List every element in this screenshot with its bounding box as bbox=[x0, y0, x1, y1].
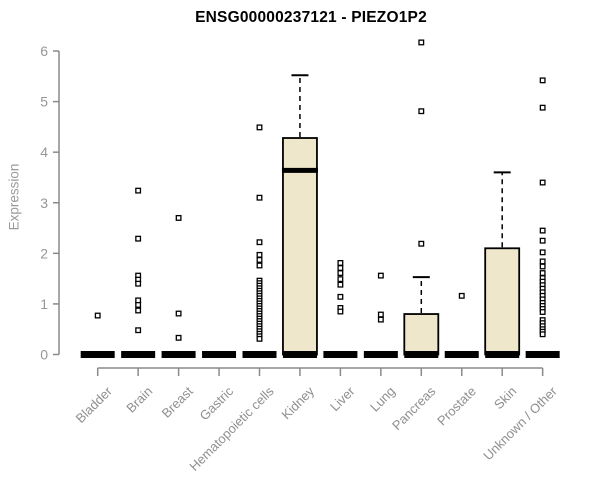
outlier-point bbox=[256, 124, 263, 131]
zero-bar bbox=[363, 351, 398, 358]
x-tick-label-skin: Skin bbox=[491, 384, 519, 412]
x-tick-label-liver: Liver bbox=[327, 383, 358, 414]
zero-bar bbox=[202, 351, 237, 358]
zero-bar bbox=[80, 351, 115, 358]
y-tick-label: 2 bbox=[40, 245, 48, 261]
outlier-point bbox=[135, 301, 142, 308]
zero-bar bbox=[525, 351, 560, 358]
box-kidney bbox=[281, 74, 318, 358]
outlier-point bbox=[418, 240, 425, 247]
outlier-point bbox=[256, 262, 263, 269]
outlier-point bbox=[337, 308, 344, 315]
outlier-point bbox=[539, 227, 546, 234]
box-pancreas bbox=[403, 39, 440, 358]
outlier-point bbox=[135, 280, 142, 287]
box-gastric bbox=[202, 351, 237, 358]
y-tick-label: 5 bbox=[40, 94, 48, 110]
box-bladder bbox=[80, 312, 115, 358]
outlier-point bbox=[539, 104, 546, 111]
outlier-point bbox=[458, 292, 465, 299]
outlier-point bbox=[418, 108, 425, 115]
x-tick-label-bladder: Bladder bbox=[73, 383, 116, 426]
outlier-point bbox=[377, 272, 384, 279]
outlier-point bbox=[377, 311, 384, 318]
box-liver bbox=[323, 260, 358, 358]
outlier-point bbox=[337, 293, 344, 300]
box-skin bbox=[484, 171, 521, 358]
x-tick-label-gastric: Gastric bbox=[197, 383, 237, 423]
outlier-point bbox=[135, 307, 142, 314]
outlier-point bbox=[539, 179, 546, 186]
outlier-point bbox=[377, 316, 384, 323]
outlier-point bbox=[337, 260, 344, 266]
zero-bar bbox=[282, 351, 317, 358]
outlier-point bbox=[256, 256, 263, 263]
outlier-point bbox=[539, 77, 546, 84]
outlier-point bbox=[337, 276, 344, 283]
box-unknown-other bbox=[525, 77, 560, 358]
x-tick-label-breast: Breast bbox=[159, 383, 196, 420]
outlier-point bbox=[175, 334, 182, 341]
y-tick-label: 1 bbox=[40, 296, 48, 312]
box-body bbox=[403, 313, 440, 356]
outlier-point bbox=[94, 312, 101, 319]
box-breast bbox=[161, 214, 196, 358]
zero-bar bbox=[242, 351, 277, 358]
outlier-point bbox=[539, 309, 546, 315]
zero-bar bbox=[121, 351, 156, 358]
x-tick-label-pancreas: Pancreas bbox=[389, 383, 439, 433]
box-prostate bbox=[444, 292, 479, 358]
outlier-point bbox=[539, 258, 546, 265]
outlier-point bbox=[256, 194, 263, 201]
outlier-point bbox=[539, 331, 546, 338]
outlier-point bbox=[418, 39, 425, 46]
outlier-point bbox=[539, 249, 546, 256]
median-line bbox=[281, 167, 318, 173]
zero-bar bbox=[323, 351, 358, 358]
box-body bbox=[282, 137, 318, 356]
zero-bar bbox=[485, 351, 520, 358]
outlier-point bbox=[337, 265, 344, 271]
box-hematopoietic-cells bbox=[242, 124, 277, 358]
outlier-point bbox=[539, 237, 546, 244]
outlier-point bbox=[175, 214, 182, 221]
outlier-point bbox=[337, 281, 344, 288]
outlier-point bbox=[135, 187, 142, 194]
outlier-point bbox=[135, 327, 142, 334]
outlier-point bbox=[256, 239, 263, 246]
zero-bar bbox=[444, 351, 479, 358]
y-tick-label: 6 bbox=[40, 43, 48, 59]
outlier-point bbox=[175, 310, 182, 317]
x-tick-label-kidney: Kidney bbox=[278, 383, 317, 422]
outlier-point bbox=[337, 270, 344, 277]
box-brain bbox=[121, 187, 156, 358]
chart-title: ENSG00000237121 - PIEZO1P2 bbox=[195, 9, 427, 26]
y-tick-label: 4 bbox=[40, 144, 48, 160]
y-axis: 0 1 2 3 4 5 6 bbox=[40, 43, 60, 363]
outlier-point bbox=[135, 235, 142, 242]
box-body bbox=[484, 247, 521, 356]
zero-bar bbox=[161, 351, 196, 358]
y-tick-label: 0 bbox=[40, 347, 48, 363]
outlier-point bbox=[256, 335, 263, 342]
zero-bar bbox=[404, 351, 439, 358]
outlier-point bbox=[256, 251, 263, 258]
x-tick-label-lung: Lung bbox=[367, 384, 398, 415]
y-tick-label: 3 bbox=[40, 195, 48, 211]
x-tick-label-prostate: Prostate bbox=[434, 384, 479, 429]
x-tick-label-unknown-other: Unknown / Other bbox=[480, 383, 560, 463]
x-tick-label-brain: Brain bbox=[123, 384, 155, 416]
box-lung bbox=[363, 272, 398, 358]
outlier-point bbox=[539, 270, 546, 277]
outlier-point bbox=[539, 263, 546, 270]
